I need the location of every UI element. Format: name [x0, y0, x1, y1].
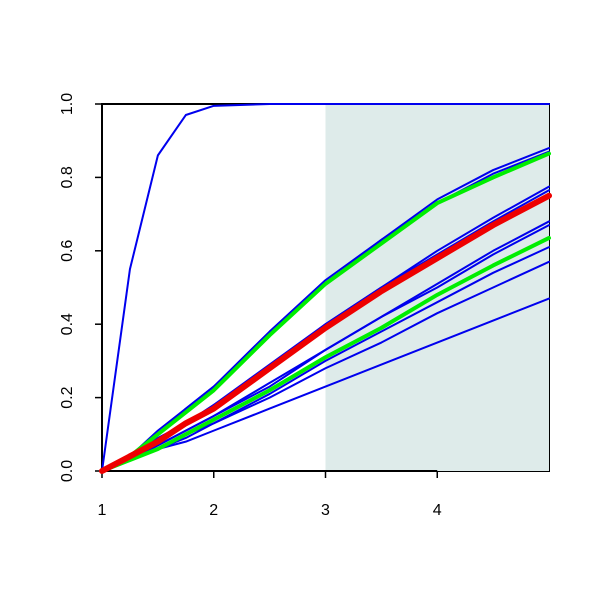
y-tick-label: 1.0 [59, 93, 76, 115]
y-tick-label: 0.4 [59, 313, 76, 335]
x-tick-label: 2 [209, 502, 218, 519]
y-tick-label: 0.2 [59, 386, 76, 408]
series-line [100, 151, 551, 473]
x-tick-label: 4 [433, 502, 442, 519]
y-tick-label: 0.0 [59, 460, 76, 482]
x-tick-label: 3 [321, 502, 330, 519]
series-line [100, 235, 551, 473]
x-tick-label: 1 [98, 502, 107, 519]
series-line [101, 103, 550, 472]
series-line [99, 192, 552, 474]
y-tick-label: 0.6 [59, 240, 76, 262]
series-line [101, 224, 550, 472]
y-tick-label: 0.8 [59, 166, 76, 188]
